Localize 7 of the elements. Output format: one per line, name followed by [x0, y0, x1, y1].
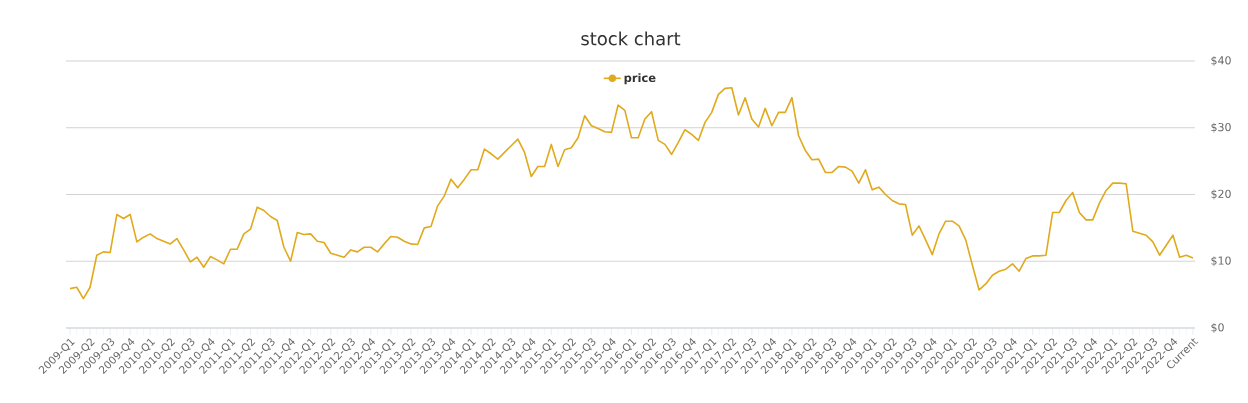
- y-tick-label: $40: [1211, 56, 1231, 66]
- y-tick-label: $30: [1211, 122, 1231, 133]
- y-tick-label: $10: [1211, 256, 1231, 267]
- y-tick-label: $0: [1211, 323, 1224, 333]
- chart-title: stock chart: [581, 31, 681, 46]
- y-tick-label: $20: [1211, 189, 1231, 200]
- legend-label: price: [624, 73, 656, 85]
